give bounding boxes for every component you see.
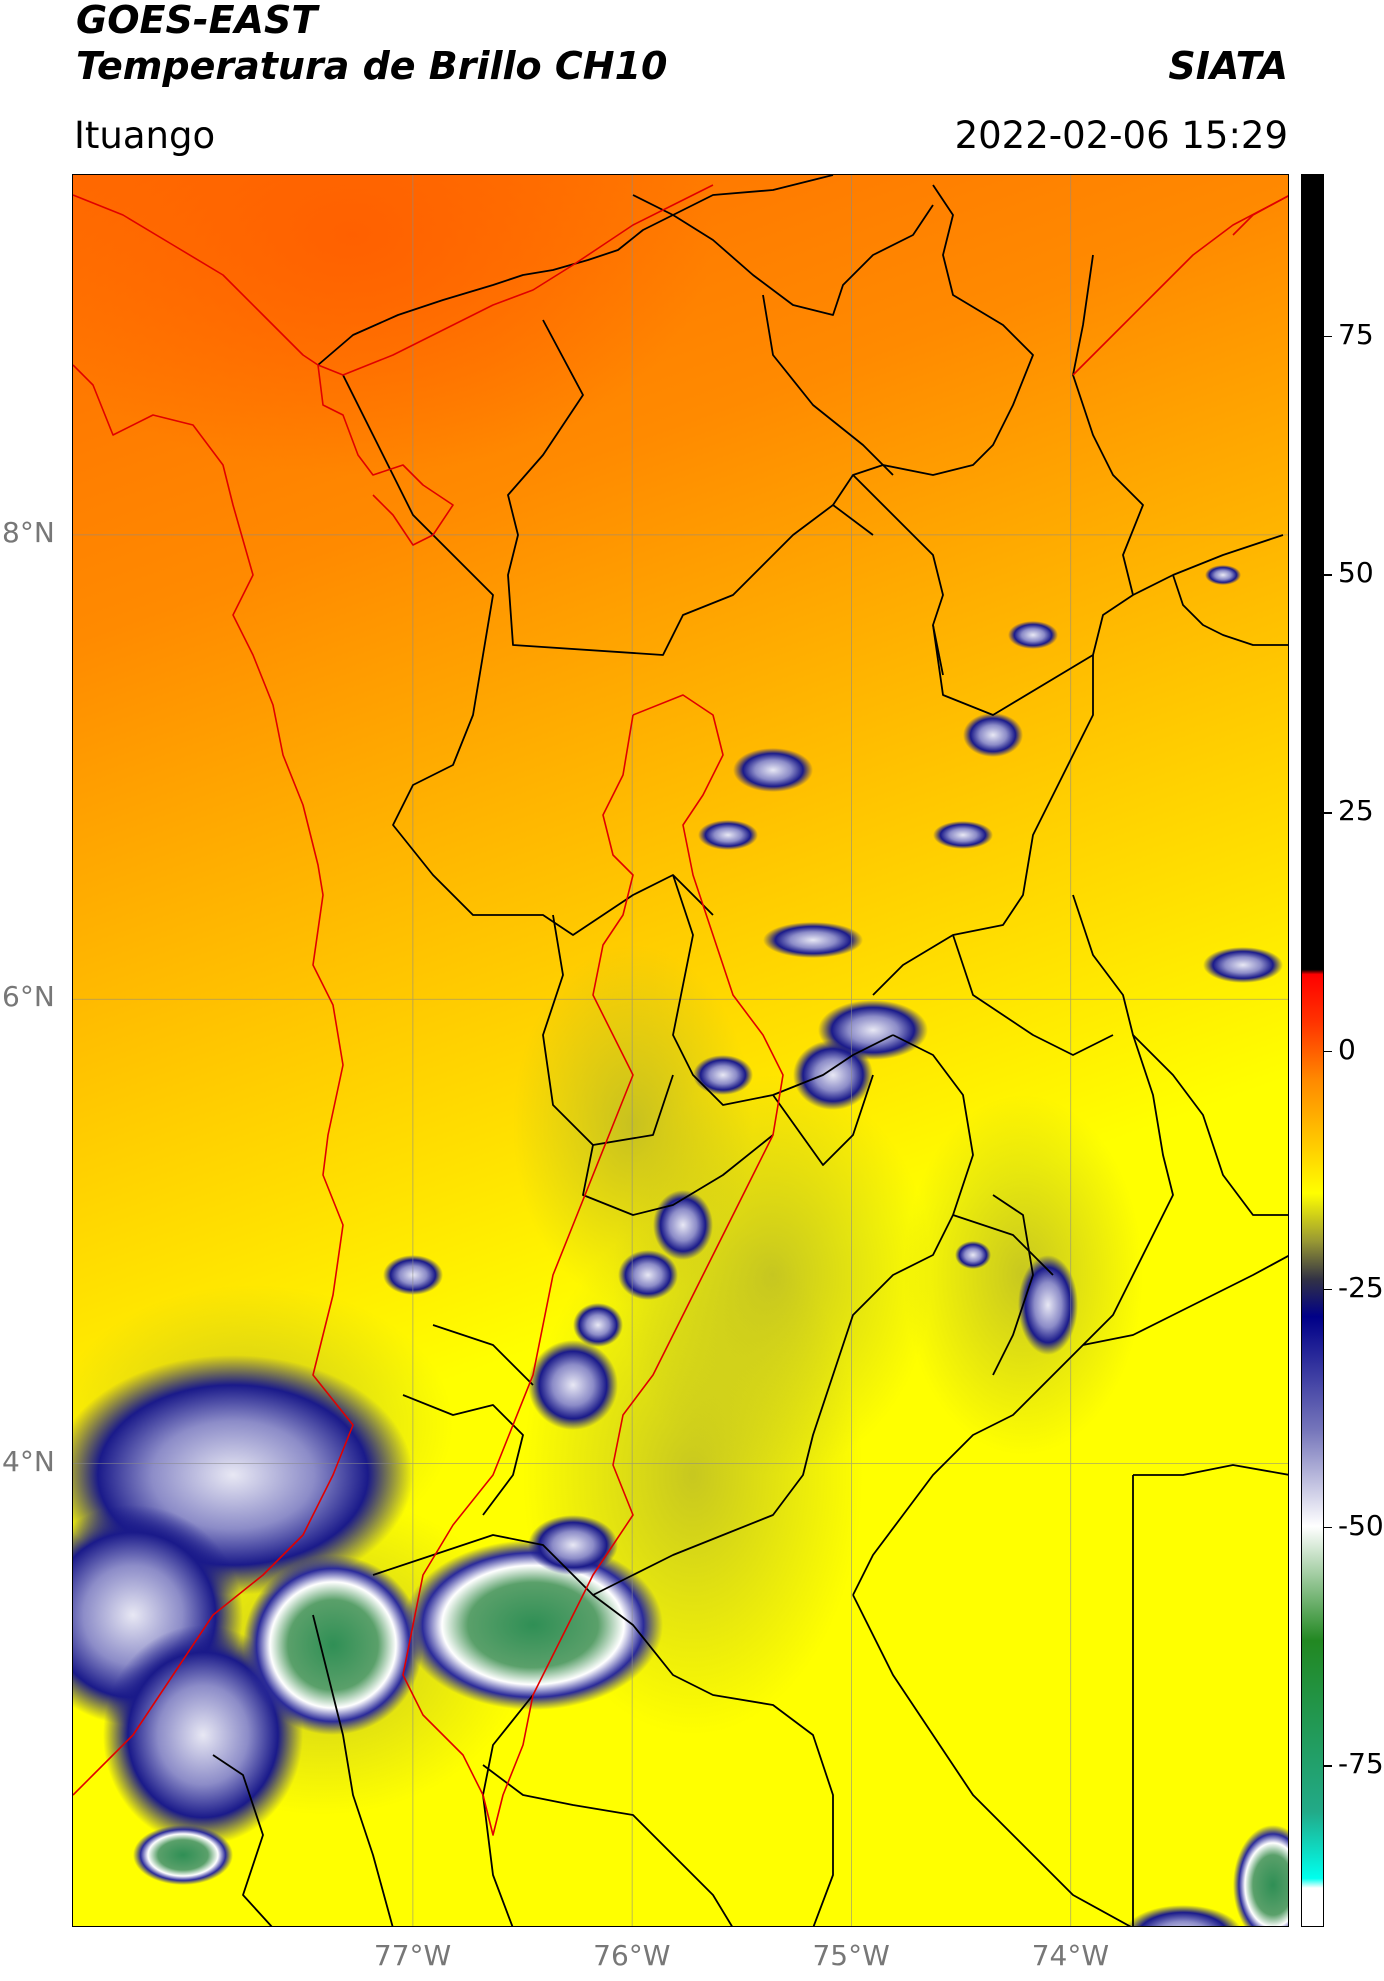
colorbar-tick-label: 25 (1338, 794, 1374, 828)
latitude-tick-label: 6°N (2, 980, 55, 1014)
warm-sea-region (73, 175, 713, 475)
colorbar-tick-mark (1324, 1526, 1332, 1529)
admin-borders (212, 175, 1288, 1926)
colorbar-tick-mark (1324, 812, 1332, 814)
timestamp-label: 2022-02-06 15:29 (954, 114, 1288, 157)
colorbar-tick-label: -50 (1338, 1508, 1384, 1542)
colorbar-tick-label: -75 (1338, 1747, 1384, 1781)
colorbar-tick-mark (1324, 1288, 1332, 1291)
gridlines (73, 175, 1288, 1926)
longitude-tick-label: 77°W (373, 1939, 452, 1972)
longitude-tick-label: 75°W (812, 1939, 890, 1972)
colorbar-tick-label: -25 (1338, 1270, 1384, 1304)
colorbar-tick-mark (1324, 574, 1332, 576)
latitude-tick-label: 8°N (2, 515, 55, 549)
colorbar-tick-mark (1324, 1765, 1332, 1767)
colorbar-tick-mark (1324, 335, 1332, 338)
map-panel (72, 174, 1289, 1927)
region-label: Ituango (74, 114, 216, 157)
colorbar-tick-label: 0 (1338, 1032, 1356, 1066)
product-title: Temperatura de Brillo CH10 (76, 44, 668, 88)
longitude-tick-label: 76°W (593, 1939, 671, 1972)
latitude-tick-label: 4°N (2, 1444, 55, 1478)
colorbar-tick-mark (1324, 1050, 1332, 1052)
colorbar (1301, 174, 1324, 1927)
colorbar-tick-label: 50 (1338, 556, 1374, 590)
convective-cells (73, 565, 1288, 1926)
coastline-and-country-borders (73, 184, 1288, 1836)
longitude-tick-label: 74°W (1031, 1939, 1110, 1972)
organization-label: SIATA (1168, 44, 1288, 88)
colorbar-tick-label: 75 (1338, 317, 1374, 351)
brightness-temperature-map (73, 175, 1288, 1926)
satellite-title: GOES-EAST (76, 0, 318, 42)
